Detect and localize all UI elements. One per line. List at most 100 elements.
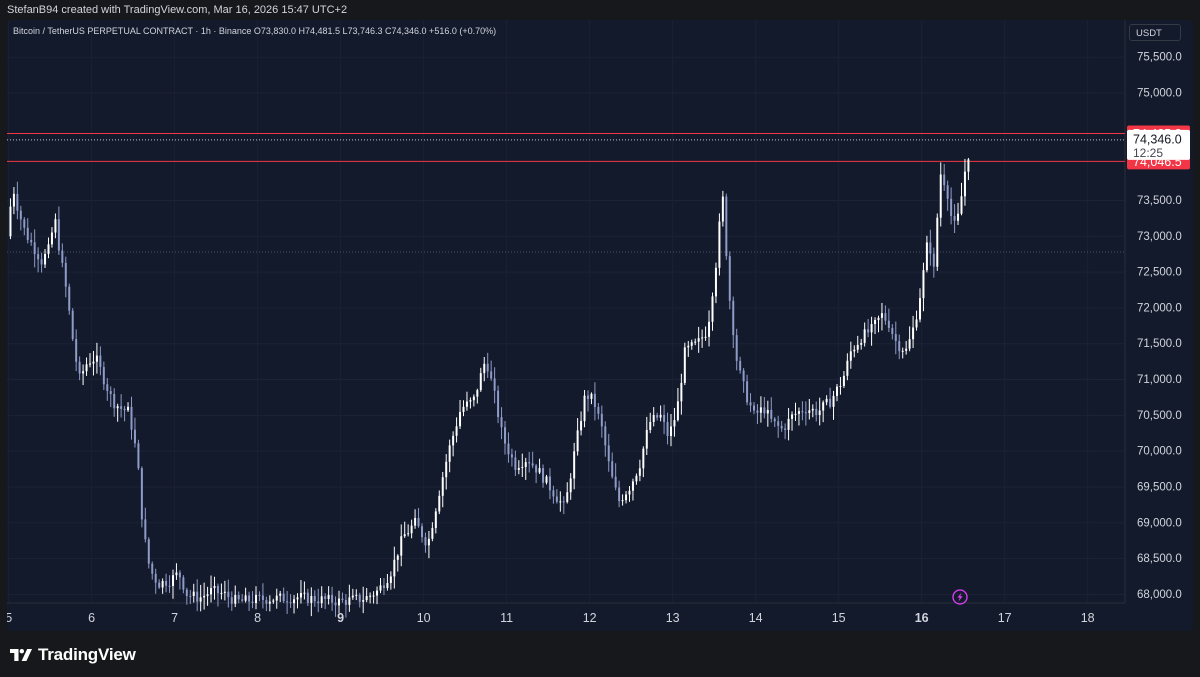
price-chart[interactable]: 75,500.0 75,000.0 73,500.0 73,000.0 72,500.0… (7, 20, 1193, 631)
candle-layer (9, 157, 970, 618)
candle-body (175, 572, 178, 576)
candle-body (791, 414, 794, 419)
candle-body (376, 590, 379, 596)
candle-body (54, 219, 57, 233)
candle-body (109, 391, 112, 395)
candle-body (891, 327, 894, 334)
candle-body (168, 585, 171, 587)
candle-body (441, 477, 444, 496)
candle-body (434, 511, 437, 528)
candle-body (676, 401, 679, 421)
candle-body (811, 408, 814, 411)
candle-body (957, 213, 960, 221)
candle-body (472, 396, 475, 401)
candle-body (365, 596, 368, 601)
candle-body (182, 577, 185, 590)
candle-body (317, 601, 320, 604)
candle-body (88, 363, 91, 365)
candle-body (372, 595, 375, 597)
candle-body (306, 592, 309, 603)
candle-body (555, 496, 558, 502)
y-tick-label: 69,500.0 (1137, 481, 1182, 493)
candle-body (853, 349, 856, 352)
candle-body (663, 414, 666, 423)
x-tick-label: 14 (749, 611, 763, 625)
candle-body (203, 595, 206, 598)
candle-body (562, 501, 565, 503)
candle-body (863, 329, 866, 343)
candle-body (299, 593, 302, 598)
price-axis[interactable]: 75,500.0 75,000.0 73,500.0 73,000.0 72,500.0… (1137, 52, 1182, 601)
candle-body (403, 534, 406, 537)
candle-body (538, 468, 541, 473)
candle-body (887, 320, 890, 328)
candle-body (932, 253, 935, 267)
candle-body (680, 382, 683, 402)
brand-name: TradingView (38, 645, 136, 664)
candle-body (953, 215, 956, 221)
candle-body (528, 462, 531, 464)
candle-body (607, 445, 610, 462)
candle-body (631, 481, 634, 491)
y-tick-label: 68,500.0 (1137, 553, 1182, 565)
candle-body (486, 363, 489, 372)
candle-body (493, 378, 496, 391)
x-tick-label: 8 (254, 611, 261, 625)
candle-body (559, 501, 562, 503)
candle-body (735, 335, 738, 361)
candle-body (877, 317, 880, 321)
candle-body (147, 539, 150, 564)
candle-body (64, 262, 67, 287)
candle-body (382, 585, 385, 588)
candle-body (158, 582, 161, 588)
candle-body (47, 244, 50, 254)
candle-body (216, 585, 219, 594)
y-tick-label: 70,500.0 (1137, 410, 1182, 422)
x-tick-label: 12 (583, 611, 597, 625)
candle-body (583, 395, 586, 422)
candle-body (275, 595, 278, 601)
candle-body (286, 601, 289, 603)
candle-body (697, 338, 700, 342)
candle-body (797, 411, 800, 414)
time-axis[interactable]: 5 6 7 8 9 10 11 12 13 14 15 16 17 18 (7, 611, 1095, 625)
candle-body (99, 355, 102, 368)
candle-body (912, 327, 915, 340)
grid-layer (7, 20, 1126, 604)
candle-body (746, 381, 749, 403)
candle-body (199, 597, 202, 602)
chart-panel[interactable]: 75,500.0 75,000.0 73,500.0 73,000.0 72,500.0… (7, 20, 1193, 631)
bar-countdown-label: 12:25 (1133, 146, 1163, 160)
candle-body (389, 576, 392, 583)
candle-body (341, 598, 344, 601)
candle-body (33, 242, 36, 255)
candle-body (535, 465, 538, 473)
candle-body (12, 193, 15, 207)
candle-body (420, 526, 423, 538)
candle-body (410, 525, 413, 534)
candle-body (590, 393, 593, 399)
candle-body (666, 422, 669, 436)
candle-body (946, 185, 949, 199)
x-tick-label: 9 (337, 611, 344, 625)
alert-lightning-icon[interactable] (952, 589, 968, 605)
candle-body (407, 533, 410, 535)
candle-body (192, 591, 195, 597)
candle-body (552, 490, 555, 497)
candle-body (569, 478, 572, 493)
candle-body (234, 594, 237, 604)
candle-body (642, 448, 645, 469)
candle-body (92, 361, 95, 364)
currency-selector[interactable]: USDT (1129, 24, 1181, 41)
x-tick-label: 6 (88, 611, 95, 625)
y-tick-label: 72,500.0 (1137, 267, 1182, 279)
candle-body (123, 408, 126, 411)
candle-body (918, 298, 921, 320)
candle-body (500, 417, 503, 428)
candle-body (687, 345, 690, 348)
candle-body (510, 454, 513, 458)
candle-body (915, 319, 918, 328)
candle-body (120, 406, 123, 409)
candle-body (905, 348, 908, 351)
candle-body (867, 329, 870, 333)
